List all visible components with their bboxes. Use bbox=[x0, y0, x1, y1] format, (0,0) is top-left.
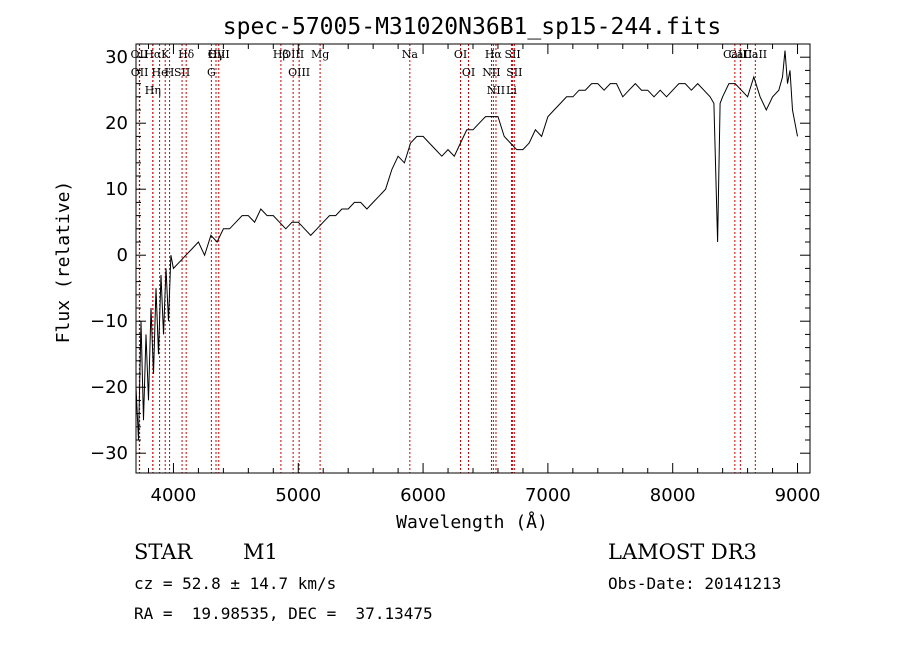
line-label: NII bbox=[487, 84, 505, 97]
line-label: Hβ bbox=[273, 48, 289, 61]
redshift-cz: cz = 52.8 ± 14.7 km/s bbox=[134, 574, 337, 593]
line-label: SII bbox=[504, 48, 520, 61]
line-label: Hδ bbox=[178, 48, 195, 61]
line-label: OII bbox=[131, 48, 149, 61]
y-tick-label: 30 bbox=[105, 47, 128, 68]
line-label: OI bbox=[462, 66, 475, 79]
y-tick-label: 20 bbox=[105, 113, 128, 134]
x-tick-label: 9000 bbox=[775, 485, 821, 506]
line-label: Na bbox=[402, 48, 419, 61]
line-label: Hα bbox=[144, 48, 162, 61]
y-axis-ticks: −30 −20 −10 0 10 20 30 bbox=[90, 47, 810, 464]
line-label: Hη bbox=[145, 84, 161, 97]
line-label: CaII bbox=[743, 48, 767, 61]
line-label: CaII bbox=[723, 48, 747, 61]
spectrum-line bbox=[135, 50, 798, 441]
y-tick-label: 0 bbox=[117, 245, 128, 266]
line-label: He bbox=[152, 66, 168, 79]
y-axis-label: Flux (relative) bbox=[53, 181, 74, 344]
line-label: OII bbox=[131, 66, 149, 79]
line-label: K bbox=[161, 48, 170, 61]
x-axis-label: Wavelength (Å) bbox=[396, 511, 548, 533]
y-tick-label: −20 bbox=[90, 377, 128, 398]
plot-frame bbox=[135, 43, 811, 474]
obs-date: Obs-Date: 20141213 bbox=[608, 574, 782, 593]
line-label: OIII bbox=[208, 48, 230, 61]
y-tick-label: −10 bbox=[90, 311, 128, 332]
line-label: Mg bbox=[311, 48, 329, 61]
x-tick-label: 6000 bbox=[400, 485, 446, 506]
line-label: H bbox=[165, 66, 175, 79]
y-tick-label: 10 bbox=[105, 179, 128, 200]
line-label: OI bbox=[454, 48, 467, 61]
x-axis-ticks: 4000 5000 6000 7000 8000 9000 bbox=[147, 44, 821, 506]
line-label: SII bbox=[174, 66, 190, 79]
line-label: Hα bbox=[485, 48, 503, 61]
object-subclass: M1 bbox=[243, 540, 278, 564]
x-tick-label: 4000 bbox=[151, 485, 197, 506]
line-label: OIII bbox=[282, 48, 304, 61]
line-label: CaII bbox=[729, 48, 753, 61]
object-class: STAR bbox=[134, 540, 193, 564]
x-tick-label: 7000 bbox=[525, 485, 571, 506]
survey-name: LAMOST DR3 bbox=[608, 540, 757, 564]
line-label: NII bbox=[482, 66, 500, 79]
line-label: OIII bbox=[288, 66, 310, 79]
x-tick-label: 8000 bbox=[650, 485, 696, 506]
coordinates: RA = 19.98535, DEC = 37.13475 bbox=[134, 604, 433, 623]
y-tick-label: −30 bbox=[90, 443, 128, 464]
line-label: G bbox=[207, 66, 216, 79]
line-label: Li bbox=[506, 84, 517, 97]
x-tick-label: 5000 bbox=[275, 485, 321, 506]
line-label: SII bbox=[506, 66, 522, 79]
line-markers bbox=[138, 44, 756, 473]
line-label: Hγ bbox=[208, 48, 225, 61]
chart-title: spec-57005-M31020N36B1_sp15-244.fits bbox=[223, 14, 722, 40]
